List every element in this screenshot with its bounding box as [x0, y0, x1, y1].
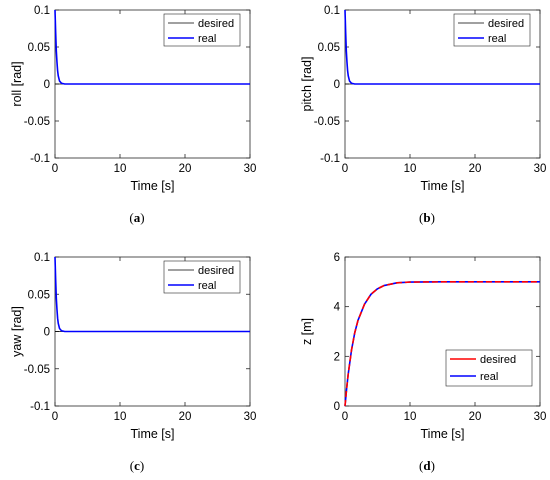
legend-box [163, 260, 241, 294]
y-tick-label: -0.05 [314, 116, 340, 128]
y-tick-label: 0.1 [34, 252, 50, 264]
series-line-desired [344, 281, 540, 407]
x-tick-label: 20 [469, 163, 482, 175]
x-tick-label: 20 [179, 411, 192, 423]
panel-label: (a) [129, 210, 144, 225]
x-tick-label: 10 [404, 163, 417, 175]
y-axis-label: z [m] [300, 318, 314, 345]
chart-panel-1: 0 10 20 30 -0.1 -0.05 0 0.05 0.1 Time [s] roll [ra… [10, 5, 256, 225]
legend-label-desired: desired [480, 354, 516, 366]
x-axis-label: Time [s] [421, 179, 465, 193]
legend-box [453, 13, 531, 47]
legend: desired real [453, 13, 531, 47]
y-tick-label: 0 [334, 401, 340, 413]
y-tick-label: -0.1 [30, 153, 50, 165]
x-tick-label: 10 [114, 163, 127, 175]
x-axis-label: Time [s] [131, 179, 175, 193]
y-tick-label: 4 [334, 302, 341, 314]
y-tick-label: 0 [44, 79, 50, 91]
panel-label: (c) [130, 458, 144, 473]
y-tick-label: 0 [334, 79, 340, 91]
x-axis-label: Time [s] [421, 427, 465, 441]
chart-panel-4: 0 10 20 30 0 2 4 6 Time [s] z [m] desired real (d) [300, 252, 546, 473]
y-tick-label: 0.05 [28, 289, 50, 301]
legend: desired real [445, 349, 533, 387]
series-line-real [54, 9, 250, 85]
x-tick-label: 0 [52, 411, 58, 423]
legend-label-real: real [198, 280, 216, 292]
y-tick-label: -0.1 [30, 401, 50, 413]
x-tick-label: 20 [179, 163, 192, 175]
legend: desired real [163, 260, 241, 294]
y-axis-label: pitch [rad] [300, 57, 314, 112]
chart-panel-3: 0 10 20 30 -0.1 -0.05 0 0.05 0.1 Time [s] yaw [rad… [10, 252, 256, 473]
y-tick-label: 0.05 [28, 42, 50, 54]
x-tick-label: 0 [342, 163, 348, 175]
x-tick-label: 30 [244, 163, 257, 175]
legend-label-desired: desired [198, 265, 234, 277]
x-tick-label: 30 [244, 411, 257, 423]
y-tick-label: -0.1 [320, 153, 340, 165]
legend: desired real [163, 13, 241, 47]
legend-label-real: real [480, 371, 498, 383]
legend-label-real: real [198, 33, 216, 45]
x-tick-label: 20 [469, 411, 482, 423]
y-tick-label: 2 [334, 351, 340, 363]
panel-label: (b) [419, 210, 435, 225]
y-axis-label: roll [rad] [10, 61, 24, 106]
y-tick-label: 6 [334, 252, 340, 264]
x-tick-label: 10 [404, 411, 417, 423]
x-tick-label: 30 [534, 411, 547, 423]
panel-label: (d) [419, 458, 435, 473]
legend-box [163, 13, 241, 47]
y-tick-label: 0.1 [324, 5, 340, 17]
legend-label-desired: desired [198, 18, 234, 30]
chart-panel-2: 0 10 20 30 -0.1 -0.05 0 0.05 0.1 Time [s] pitch [r… [300, 5, 546, 225]
y-tick-label: -0.05 [24, 116, 50, 128]
x-tick-label: 0 [52, 163, 58, 175]
series-line-real [54, 256, 250, 333]
x-tick-label: 30 [534, 163, 547, 175]
x-tick-label: 0 [342, 411, 348, 423]
y-tick-label: 0.05 [318, 42, 340, 54]
y-tick-label: 0 [44, 327, 50, 339]
series-line-real [344, 9, 540, 85]
x-axis-label: Time [s] [131, 427, 175, 441]
legend-label-desired: desired [488, 18, 524, 30]
y-axis-label: yaw [rad] [10, 306, 24, 357]
legend-label-real: real [488, 33, 506, 45]
y-tick-label: 0.1 [34, 5, 50, 17]
legend-box [445, 349, 533, 387]
x-tick-label: 10 [114, 411, 127, 423]
y-tick-label: -0.05 [24, 364, 50, 376]
